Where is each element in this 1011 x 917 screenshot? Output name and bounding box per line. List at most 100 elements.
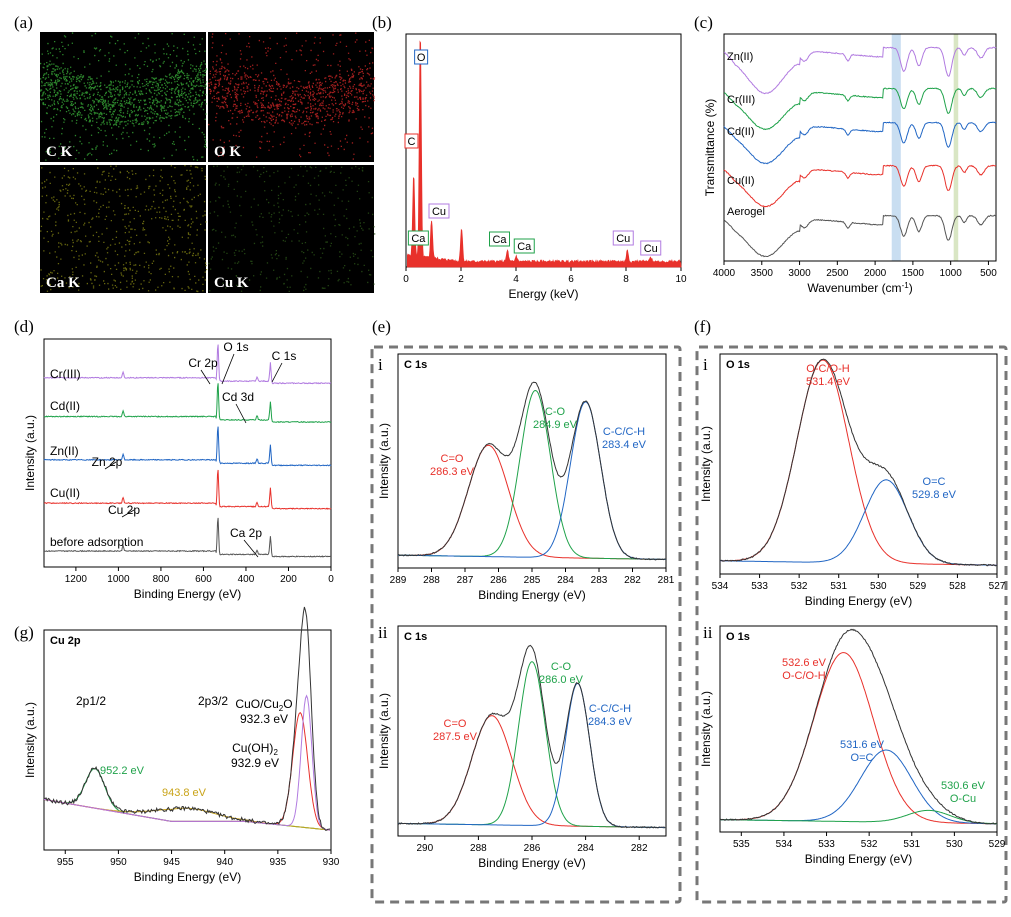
fit-peak-name: O=C: [923, 476, 946, 488]
x-tick-label: 282: [631, 843, 648, 854]
x-tick-label: 0: [328, 574, 334, 585]
x-axis-label-end: ): [909, 281, 913, 295]
fit-envelope-curve: [719, 358, 998, 567]
fit-envelope-curve: [397, 644, 666, 829]
x-tick-label: 284: [577, 843, 594, 854]
fit-panel-title: O 1s: [726, 359, 750, 371]
x-axis-label: Binding Energy (eV): [478, 856, 585, 870]
x-tick-label: 8: [623, 274, 629, 285]
o1s-chart-i: 534 533 532 531 530 529 528 527 Binding Energy (…: [699, 353, 1006, 608]
y-axis-label: Intensity (a.u.): [699, 426, 713, 502]
x-tick-label: 950: [110, 857, 127, 868]
cu2p-envelope-curve: [43, 606, 330, 831]
eds-map-ca: [40, 165, 206, 293]
eds-peak-box: [404, 133, 419, 149]
x-axis-label: Binding Energy (eV): [134, 587, 241, 601]
eds-peak-box: [640, 240, 662, 256]
xps-series-label: before adsorption: [50, 535, 143, 549]
eds-peak-label: Ca: [517, 241, 532, 253]
eds-map-label-o: O K: [214, 144, 241, 160]
ftir-series-label: Cr(III): [727, 94, 755, 106]
eds-peak-label: Ca: [492, 234, 507, 246]
x-tick-label: 4000: [713, 268, 736, 279]
eds-map-label-ca: Ca K: [46, 275, 80, 291]
ftir-series-label: Zn(II): [727, 51, 753, 63]
ftir-series-line: [723, 87, 997, 131]
panel-f-frame: [695, 345, 1008, 904]
x-tick-label: 0: [403, 274, 409, 285]
cu2p-peak-name: Cu(OH)2: [232, 741, 278, 757]
x-tick-label: 945: [163, 857, 180, 868]
xps-survey-line: [43, 383, 332, 423]
x-tick-label: 527: [989, 581, 1006, 592]
eds-peak-box: [428, 203, 450, 219]
xps-peak-label: Cu 2p: [108, 503, 140, 517]
x-axis-label: Energy (keV): [508, 287, 578, 301]
cu2p-doublet-label: 2p1/2: [76, 694, 106, 708]
eds-peak-label: Ca: [411, 233, 426, 245]
fit-panel-title: C 1s: [404, 359, 427, 371]
axis-frame: [405, 33, 682, 268]
panel-label-b: (b): [372, 13, 392, 32]
x-tick-label: 10: [675, 274, 687, 285]
xps-peak-label: O 1s: [223, 340, 248, 354]
axis-frame: [397, 353, 667, 569]
fit-peak-value: 287.5 eV: [433, 731, 478, 743]
xps-survey-line: [43, 426, 332, 467]
x-tick-label: 2000: [864, 268, 887, 279]
ftir-series-label: Cd(II): [727, 126, 755, 138]
fit-peak-value: 284.3 eV: [588, 716, 633, 728]
x-tick-label: 400: [238, 574, 255, 585]
eds-peak-label: Cu: [616, 233, 630, 245]
x-tick-label: 2500: [826, 268, 849, 279]
fit-peak-name: C=O: [441, 453, 464, 465]
y-axis-label: Transmittance (%): [703, 99, 717, 197]
fit-peak-name: O-Cu: [950, 793, 976, 805]
x-tick-label: 600: [195, 574, 212, 585]
fit-peak-name: O-C/O-H: [782, 670, 825, 682]
x-tick-label: 529: [910, 581, 927, 592]
xps-peak-arrow: [104, 461, 117, 470]
x-tick-label: 288: [423, 575, 440, 586]
x-axis-label: Wavenumber (cm-1): [807, 281, 912, 295]
ftir-series-line: [723, 164, 997, 208]
x-tick-label: 940: [216, 857, 233, 868]
x-tick-label: 531: [830, 581, 847, 592]
cu2p-peak-name: CuO/Cu2O: [235, 697, 292, 713]
fit-peak-value: 532.6 eV: [782, 657, 827, 669]
eds-peak-label: O: [417, 52, 426, 64]
eds-map-cu: [208, 165, 374, 293]
x-tick-label: 930: [323, 857, 340, 868]
x-tick-label: 1000: [940, 268, 963, 279]
xps-peak-arrow: [121, 509, 135, 518]
eds-peak-box: [489, 231, 510, 247]
panel-label-a: (a): [14, 13, 33, 32]
fit-envelope-curve: [719, 628, 997, 825]
fit-envelope-curve: [397, 381, 667, 561]
eds-peak-label: Cu: [644, 243, 658, 255]
panel-label-d: (d): [14, 317, 34, 336]
eds-spectrum-chart: 0 2 4 6 8 10 Energy (keV) O C Ca Cu Ca Ca Cu Cu: [403, 33, 687, 301]
x-tick-label: 2: [458, 274, 464, 285]
x-tick-label: 530: [946, 839, 963, 850]
eds-map-grid: C K O K Ca K Cu K: [40, 32, 376, 293]
cu2p-chart: 955 950 945 940 935 930 Binding Energy (eV) Int…: [23, 606, 340, 884]
fit-peak-value: 286.0 eV: [539, 674, 584, 686]
fit-component-curve: [398, 444, 666, 560]
xps-series-label: Cu(II): [50, 486, 80, 500]
x-tick-label: 4: [513, 274, 519, 285]
x-tick-label: 286: [490, 575, 507, 586]
fit-peak-name: O-C/O-H: [806, 363, 849, 375]
x-tick-label: 288: [470, 843, 487, 854]
ftir-chart: Wavenumber (cm-1) 4000 3500 3000 2500 2000 150…: [703, 33, 997, 295]
xps-series-label: Zn(II): [50, 444, 79, 458]
xps-survey-line: [43, 469, 332, 510]
xps-peak-arrow: [235, 403, 247, 424]
xps-survey-line: [43, 517, 332, 558]
x-tick-label: 533: [818, 839, 835, 850]
x-tick-label: 528: [949, 581, 966, 592]
x-tick-label: 500: [980, 268, 997, 279]
eds-map-o: [208, 32, 374, 162]
cu2p-doublet-label: 2p3/2: [198, 694, 228, 708]
xps-peak-label: Ca 2p: [230, 526, 262, 540]
